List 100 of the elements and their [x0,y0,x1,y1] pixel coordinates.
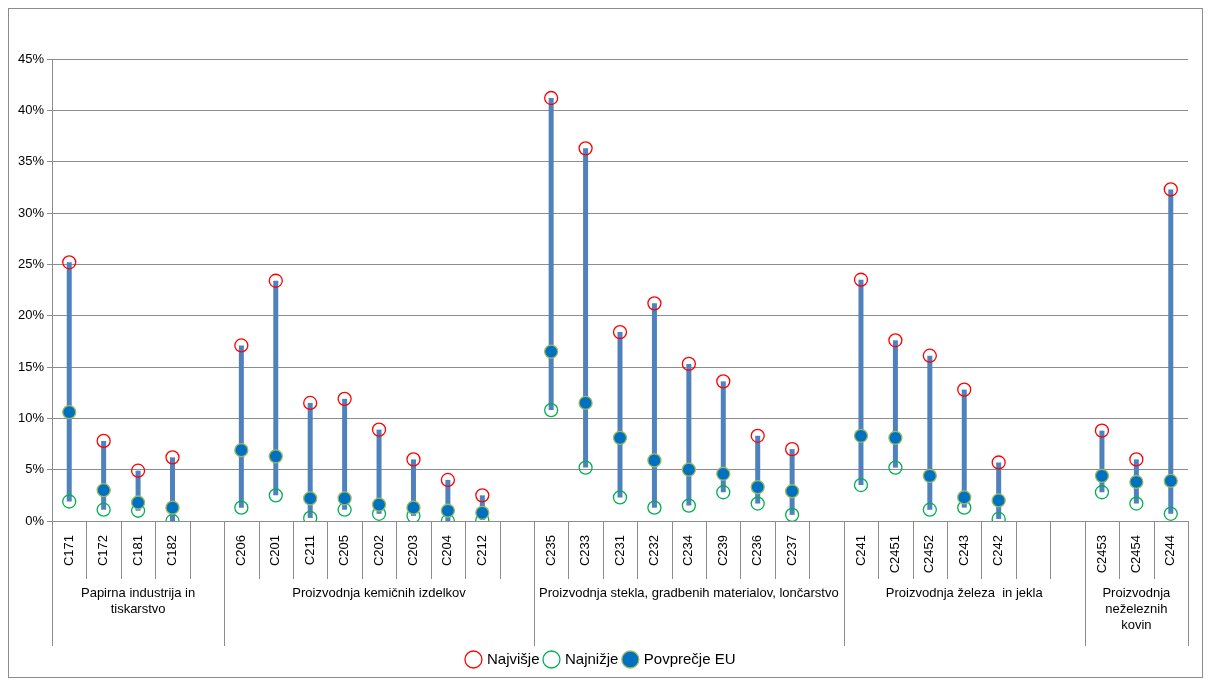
point [784,441,800,457]
x-tick-label: C206 [232,535,248,567]
point [716,374,731,389]
point [62,255,77,270]
point [130,463,146,478]
y-tick-label: 5% [25,461,45,477]
point [853,477,869,493]
point [544,344,559,359]
x-tick-label: C203 [405,535,421,567]
x-tick-label: C233 [577,535,593,567]
point [234,338,249,353]
x-tick-label: C171 [60,535,76,567]
x-tick-label: C2452 [921,535,937,574]
point [544,402,559,418]
x-tick-label: C211 [301,535,317,566]
x-tick-label: C235 [542,535,558,567]
x-tick-label: C237 [783,535,799,567]
point [750,479,765,495]
point [1129,452,1144,467]
point [612,490,628,505]
x-tick-label: C172 [95,535,111,567]
point [991,455,1006,470]
y-tick-label: 10% [17,409,45,425]
point [750,496,765,511]
point [922,468,937,483]
point [165,450,180,465]
point [647,500,662,515]
text: Proizvodnja kemičnih izdelkov [292,585,467,601]
legend-label: Najnižje [564,649,619,667]
x-tick-label: C205 [336,535,352,567]
point [681,498,697,513]
point [1129,496,1144,511]
x-tick-label: C182 [164,535,180,567]
point [96,502,111,517]
y-tick-label: 35% [17,153,45,169]
x-tick-label: C204 [439,535,455,567]
point [1094,485,1110,500]
point [268,273,283,288]
point [337,502,352,517]
x-tick-label: C236 [749,535,765,567]
point [922,348,937,363]
point [578,141,593,156]
point [96,483,111,498]
point [130,495,146,510]
point [888,460,903,475]
x-tick-label: C244 [1162,535,1178,567]
point [268,488,283,503]
point [888,430,903,445]
legend-label: Najvišje [486,649,540,667]
x-tick-label: C2453 [1093,535,1109,574]
x-tick-label: C2454 [1127,535,1143,574]
point [612,430,628,445]
point [371,497,387,512]
x-tick-label: C201 [267,535,283,567]
x-tick-label: C231 [611,535,627,567]
y-tick-label: 25% [17,255,45,271]
text: Papirna industrija in tiskarstvo [80,585,196,617]
x-tick-label: C242 [990,535,1006,567]
text: Proizvodnja stekla, gradbenih materialov, lončarstvo [539,585,839,601]
point [750,428,765,443]
point [475,505,490,520]
point [853,428,869,443]
y-tick-label: 20% [17,307,45,323]
point [647,453,662,468]
legend-label: Povprečje EU [643,649,736,667]
x-tick-label: C239 [714,535,730,567]
point [303,395,318,411]
point [578,460,593,475]
point [371,422,387,437]
point [1094,423,1110,438]
point [784,507,800,521]
text: Proizvodnja neželeznih kovin [1102,585,1172,633]
x-tick-label: C234 [680,535,696,567]
x-tick-label: C232 [646,535,662,567]
x-tick-label: C212 [473,535,489,567]
y-tick-label: 40% [17,101,45,117]
point [1163,182,1178,197]
point [647,296,662,311]
point [234,500,249,515]
point [96,433,111,449]
point [957,382,972,397]
point [716,485,731,500]
point [406,500,421,515]
x-tick-label: C243 [955,535,971,567]
point [268,449,283,464]
point [922,502,937,517]
x-tick-label: C241 [852,535,868,567]
y-tick-label: 0% [25,512,45,528]
point [888,333,903,348]
point [1163,473,1178,489]
point [475,488,490,503]
x-tick-label: C181 [129,535,145,567]
point [681,356,697,372]
y-tick-label: 45% [17,50,45,66]
point [303,491,318,506]
point [234,443,249,458]
point [991,493,1006,508]
point [853,272,869,287]
point [406,452,421,467]
point [578,395,593,411]
